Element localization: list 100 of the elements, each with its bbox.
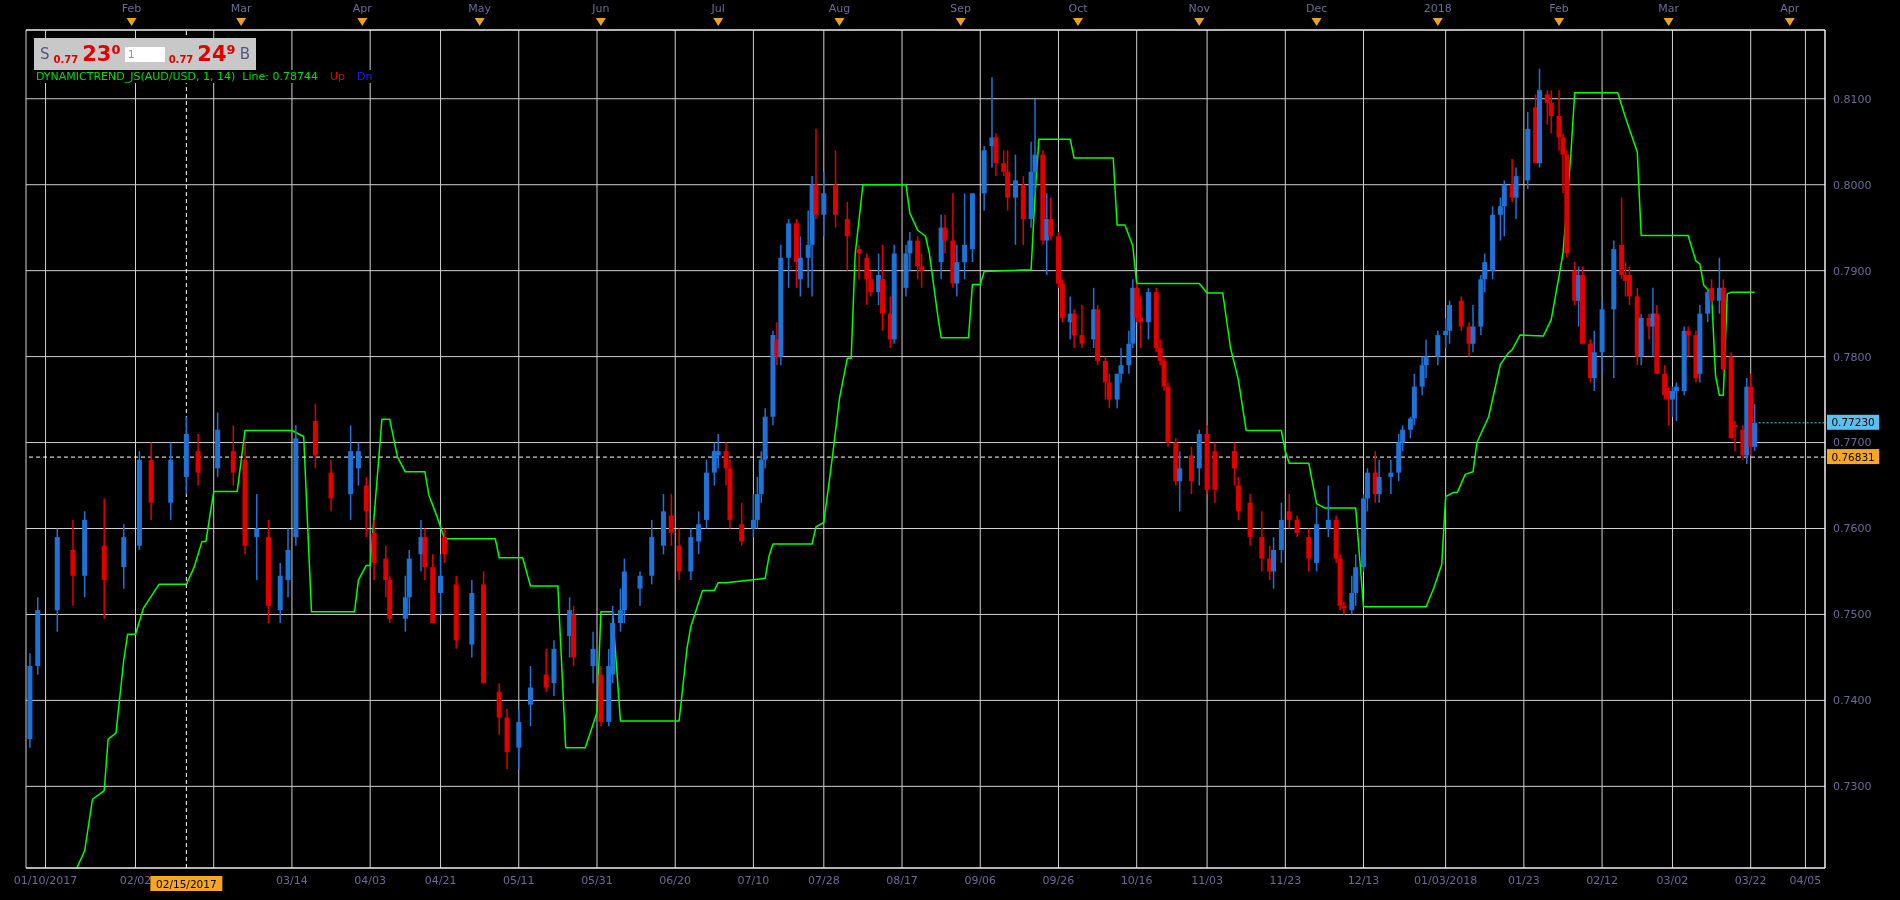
candlestick [1376,458,1382,504]
candlestick [254,493,260,581]
candlestick [1501,179,1507,238]
candlestick [821,171,827,238]
y-tick-label: 0.7700 [1833,436,1872,450]
candlestick [1071,308,1077,349]
candlestick [590,630,596,684]
candlestick [637,570,643,607]
x-tick-label: 10/16 [1120,873,1153,887]
annotation: S [40,44,50,63]
candlestick [1626,265,1632,306]
x-tick-label: 05/31 [581,873,613,887]
x2-tick-label: Apr [352,2,373,15]
candlestick [954,244,960,298]
candlestick [739,501,745,547]
x-tick-label: 07/10 [737,873,770,887]
candlestick [528,665,533,727]
ref-line-label: 0.76831 [1831,450,1875,463]
candlestick [668,493,674,547]
candlestick [797,235,803,298]
x2-tick-label: Feb [121,2,142,15]
annotation: 0.77230 [1831,416,1875,429]
x-tick-label: 03/02 [1656,873,1689,887]
x2-tick-label: Aug [828,2,851,15]
x-tick-label: 06/20 [659,873,692,887]
x-tick-label: 04/05 [1789,873,1822,887]
candlestick [844,201,850,272]
candlestick [856,244,862,280]
y-tick-label: 0.7300 [1833,780,1872,794]
candlestick [1705,287,1711,323]
x-tick-label: 07/28 [807,873,840,887]
candlestick [1513,166,1519,220]
candlestick [441,527,447,564]
x2-tick-label: Dec [1305,2,1328,15]
x-tick-label: 02/12 [1586,873,1618,887]
x-tick-label: 03/14 [276,873,308,887]
annotation: Dn [354,70,375,83]
annotation: 1 [124,46,165,62]
x2-tick-label: Jul [710,2,725,15]
candlestick [1709,278,1715,306]
ref-line-label: 02/15/2017 [156,877,217,890]
candlestick [1259,510,1265,573]
x-tick-label: 01/10/2017 [13,873,78,887]
x-tick-label: 11/23 [1269,873,1302,887]
x-tick-label: 11/03 [1191,873,1223,887]
x-tick-label: 08/17 [886,873,918,887]
candlestick [715,433,721,470]
y-tick-label: 0.7900 [1833,264,1872,278]
candlestick [1012,153,1018,246]
candlestick [1048,196,1054,242]
x2-tick-label: Sep [950,2,972,15]
annotation: 23⁰ [82,41,121,66]
candlestick [1435,330,1441,366]
annotation: 0.77 [168,54,194,65]
candlestick [438,553,444,616]
candlestick [1079,304,1085,349]
y-tick-label: 0.7800 [1833,350,1872,364]
candlestick [1294,514,1300,538]
x-tick-label: 09/06 [964,873,997,887]
candlestick [230,424,236,487]
annotation: 24⁹ [197,41,236,66]
candlestick [1286,493,1292,530]
x2-tick-label: Mar [230,2,252,15]
annotation: 0.77 [53,54,79,65]
candlestick [962,192,968,280]
x2-tick-label: May [468,2,492,15]
x-tick-label: 01/23 [1508,873,1540,887]
x-tick-label: 05/11 [502,873,535,887]
candlestick [1177,450,1183,513]
y-tick-label: 0.7400 [1833,694,1872,708]
candlestick [1388,458,1394,495]
candlestick [1470,304,1476,354]
annotation: Up [327,70,347,83]
x2-tick-label: 2018 [1423,2,1452,15]
x2-tick-label: Nov [1188,2,1211,15]
candlestick [1673,381,1679,422]
x2-tick-label: Feb [1549,2,1569,15]
candlestick [1669,385,1675,418]
annotation: DYNAMICTREND_JS(AUD/USD, 1, 14) Line: 0.78744 [34,70,320,83]
x2-tick-label: Jun [591,2,610,15]
candlestick [1685,325,1691,358]
candlestick [1548,89,1554,134]
candlestick [1325,484,1331,538]
x-tick-label: 01/03/2018 [1413,873,1478,887]
x-tick-label: 09/26 [1042,873,1075,887]
candlestick [195,433,201,487]
x2-tick-label: Apr [1780,2,1800,15]
y-tick-label: 0.8000 [1833,178,1872,192]
candlestick [1271,536,1277,590]
x-tick-label: 04/03 [354,873,387,887]
y-tick-label: 0.8100 [1833,92,1872,106]
x-tick-label: 04/21 [424,873,457,887]
candlestick [864,252,870,306]
y-tick-label: 0.7500 [1833,608,1872,622]
x-tick-label: 12/13 [1347,873,1380,887]
x-tick-label: 02/02 [119,873,152,887]
candlestick [1306,527,1312,573]
x-tick-label: 03/22 [1734,873,1767,887]
x2-tick-label: Oct [1068,2,1089,15]
x2-tick-label: Mar [1658,2,1680,15]
